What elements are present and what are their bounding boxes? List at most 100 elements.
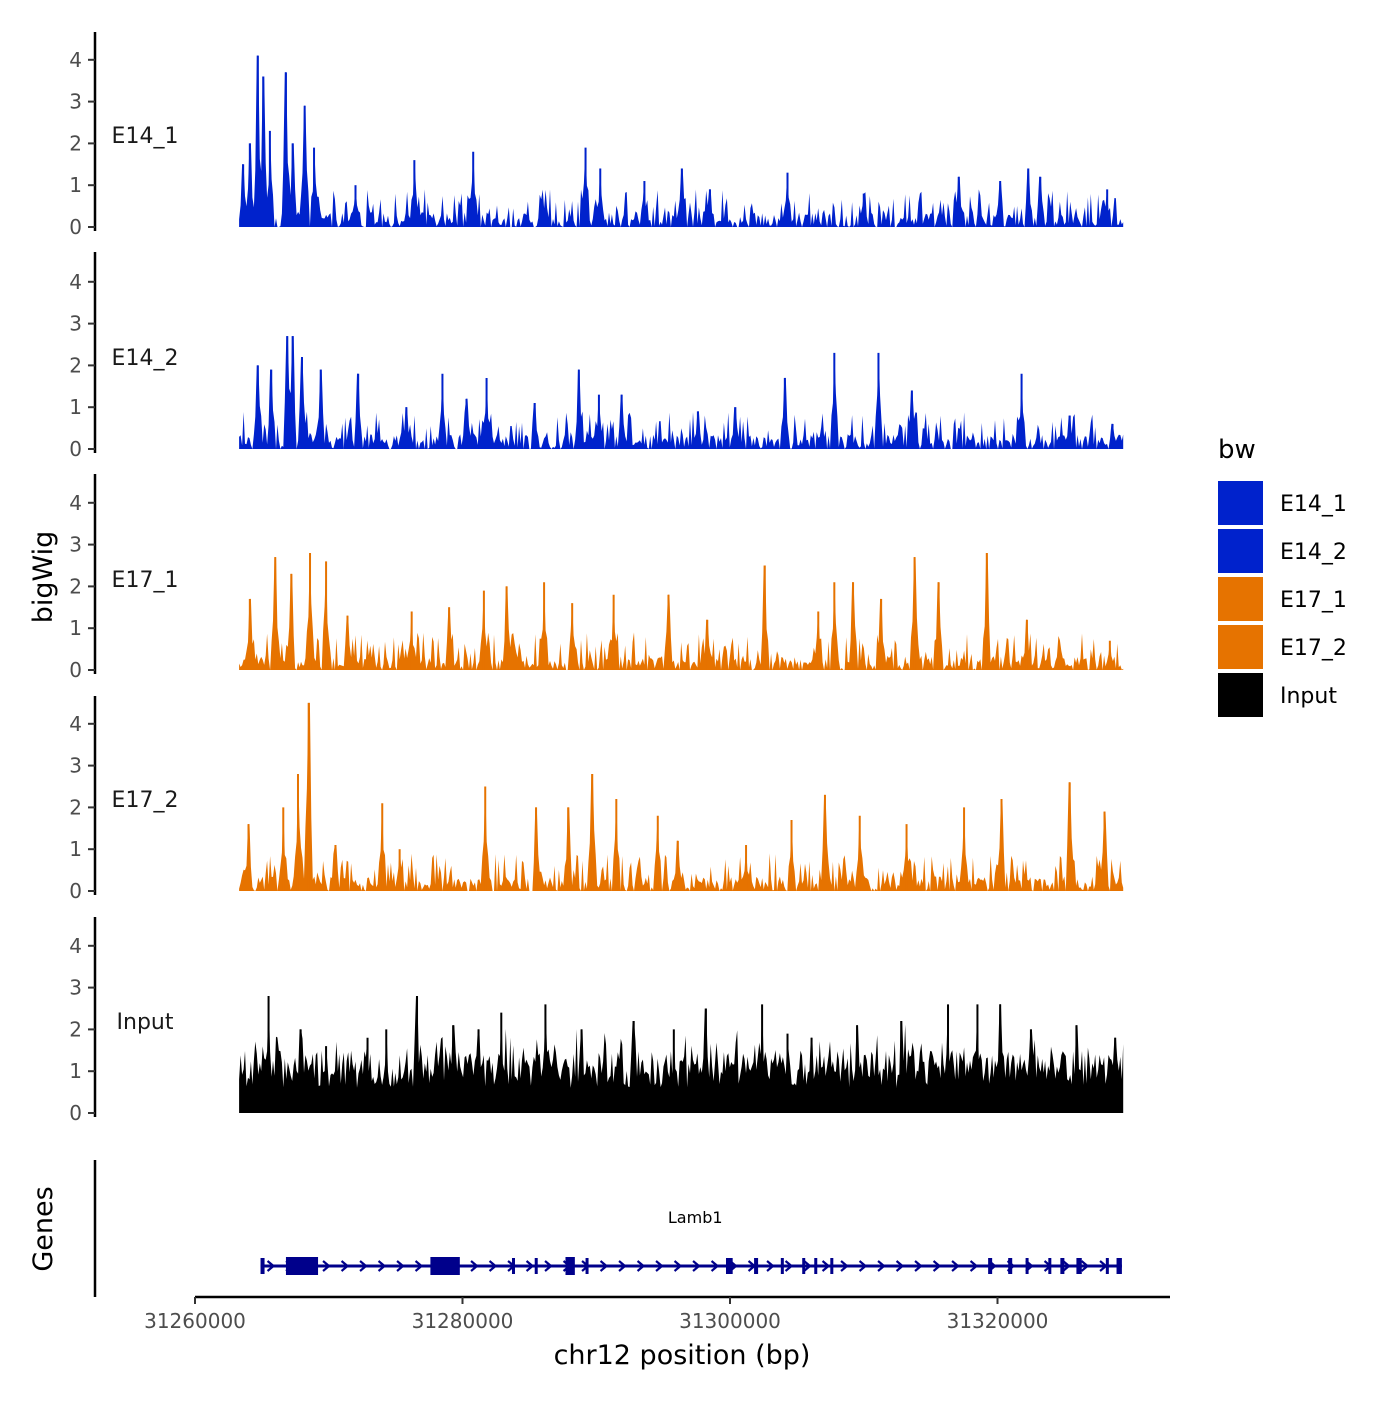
strand-arrow <box>544 1260 553 1272</box>
gene-lamb1: Lamb1 <box>260 1208 1122 1275</box>
strand-arrow <box>1080 1260 1090 1272</box>
legend-label: E17_2 <box>1280 636 1347 661</box>
strand-arrow <box>932 1260 942 1272</box>
y-tick-label: 4 <box>69 270 82 294</box>
strand-arrow <box>525 1260 535 1272</box>
strand-arrow <box>488 1260 498 1272</box>
y-tick-label: 4 <box>69 712 82 736</box>
gene-exon <box>1076 1258 1082 1274</box>
y-tick-label: 4 <box>69 934 82 958</box>
track-label: Input <box>117 1010 174 1035</box>
legend-title: bw <box>1218 435 1256 465</box>
legend-label: E14_2 <box>1280 540 1347 565</box>
gene-exon <box>814 1258 818 1274</box>
x-tick-label: 31280000 <box>412 1309 514 1333</box>
legend-entry: Input <box>1218 673 1337 717</box>
gene-exon <box>430 1257 460 1275</box>
legend: bw E14_1 E14_2 E17_1 E17_2 Input <box>1218 435 1347 717</box>
genes-track-title: Genes <box>28 1186 59 1271</box>
x-tick-label: 31300000 <box>679 1309 781 1333</box>
track-e14_1: 0 1 2 3 4 E14_1 <box>69 32 1124 239</box>
gene-exon <box>1008 1258 1013 1274</box>
legend-entry: E14_2 <box>1218 529 1347 573</box>
x-axis-title: chr12 position (bp) <box>554 1340 811 1371</box>
strand-arrow <box>655 1260 664 1272</box>
legend-entry: E17_2 <box>1218 625 1347 669</box>
coverage-area <box>239 702 1124 891</box>
strand-arrow <box>636 1260 646 1272</box>
strand-arrow <box>821 1260 831 1272</box>
track-e17_1: 0 1 2 3 4 E17_1 <box>69 474 1124 682</box>
strand-arrow <box>266 1260 276 1272</box>
y-tick-label: 2 <box>69 795 82 819</box>
legend-swatch <box>1218 625 1263 669</box>
strand-arrow <box>840 1260 849 1272</box>
strand-arrow <box>895 1260 905 1272</box>
y-tick-label: 0 <box>69 658 82 682</box>
strand-arrow <box>673 1260 683 1272</box>
y-tick-label: 1 <box>69 173 82 197</box>
y-tick-label: 3 <box>69 312 82 336</box>
track-label: E17_1 <box>112 568 179 593</box>
gene-exon <box>1105 1258 1109 1274</box>
track-label: E14_1 <box>112 124 179 149</box>
strand-arrow <box>858 1260 868 1272</box>
y-tick-label: 3 <box>69 533 82 557</box>
strand-arrow <box>1062 1260 1071 1272</box>
gene-exon <box>1060 1258 1065 1274</box>
strand-arrow <box>322 1260 331 1272</box>
gene-exon <box>260 1258 265 1274</box>
strand-arrow <box>414 1260 424 1272</box>
strand-arrow <box>766 1260 775 1272</box>
x-tick-label: 31320000 <box>947 1309 1049 1333</box>
legend-label: Input <box>1280 684 1337 709</box>
y-tick-label: 0 <box>69 215 82 239</box>
strand-arrow <box>692 1260 701 1272</box>
legend-label: E14_1 <box>1280 492 1347 517</box>
y-tick-label: 1 <box>69 837 82 861</box>
strand-arrow <box>969 1260 979 1272</box>
coverage-area <box>239 336 1124 449</box>
strand-arrow <box>914 1260 923 1272</box>
track-e14_2: 0 1 2 3 4 E14_2 <box>69 252 1124 461</box>
strand-arrow <box>340 1260 350 1272</box>
y-tick-label: 2 <box>69 353 82 377</box>
gene-exon <box>1116 1258 1122 1274</box>
gene-exon <box>585 1258 589 1274</box>
y-tick-label: 0 <box>69 879 82 903</box>
gene-exon <box>802 1258 806 1274</box>
strand-arrow <box>784 1260 794 1272</box>
x-axis: 31260000 31280000 31300000 31320000 <box>144 1295 1170 1333</box>
gene-track: Lamb1 <box>93 1160 1122 1297</box>
gene-exon <box>285 1257 319 1275</box>
track-input: 0 1 2 3 4 Input <box>69 917 1124 1125</box>
legend-label: E17_1 <box>1280 588 1347 613</box>
y-tick-label: 1 <box>69 1059 82 1083</box>
y-axis-title: bigWig <box>28 531 59 624</box>
coverage-area <box>239 553 1124 670</box>
y-tick-label: 4 <box>69 48 82 72</box>
track-label: E17_2 <box>112 788 179 813</box>
legend-swatch <box>1218 577 1263 621</box>
strand-arrow <box>470 1260 479 1272</box>
strand-arrow <box>803 1260 812 1272</box>
coverage-area <box>239 996 1124 1113</box>
y-tick-label: 0 <box>69 1101 82 1125</box>
legend-swatch <box>1218 529 1263 573</box>
tracks-layer: 0 1 2 3 4 E14_1 0 1 2 3 4 E14_2 0 1 2 3 4 E17_1 0 1 2 3 4 E17_2… <box>69 32 1124 1125</box>
gene-exon <box>1048 1258 1052 1274</box>
y-tick-label: 2 <box>69 1017 82 1041</box>
y-tick-label: 2 <box>69 131 82 155</box>
y-tick-label: 1 <box>69 395 82 419</box>
gene-exon <box>780 1258 784 1274</box>
gene-exon <box>534 1258 538 1274</box>
strand-arrow <box>599 1260 609 1272</box>
track-label: E14_2 <box>112 346 179 371</box>
legend-swatch <box>1218 481 1263 525</box>
y-tick-label: 0 <box>69 437 82 461</box>
y-tick-label: 1 <box>69 616 82 640</box>
strand-arrow <box>359 1260 368 1272</box>
gene-exon <box>754 1258 759 1274</box>
strand-arrow <box>877 1260 886 1272</box>
